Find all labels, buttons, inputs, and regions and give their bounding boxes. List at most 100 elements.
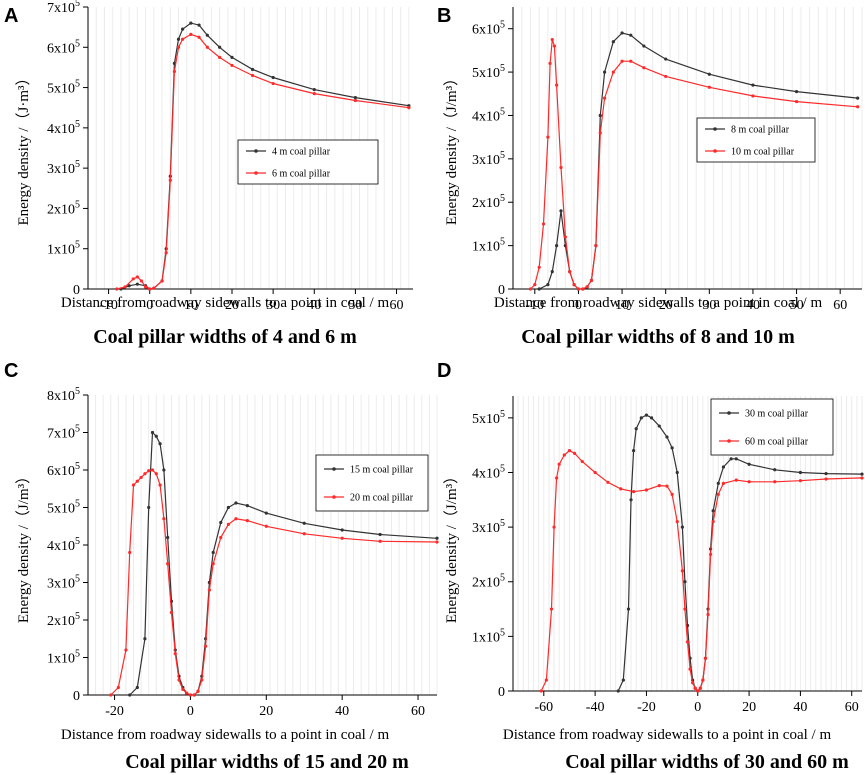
- x-tick-label: 20: [225, 298, 239, 313]
- panel-caption: Coal pillar widths of 15 and 20 m: [125, 751, 409, 773]
- data-point: [152, 286, 156, 290]
- data-point: [572, 283, 576, 287]
- legend-marker: [254, 149, 258, 153]
- data-point: [533, 283, 537, 287]
- data-point: [181, 37, 185, 41]
- data-point: [550, 37, 554, 42]
- data-point: [234, 517, 238, 521]
- data-point: [711, 509, 715, 513]
- data-point: [203, 644, 208, 648]
- data-point: [734, 478, 738, 482]
- data-point: [435, 540, 439, 544]
- legend-label: 30 m coal pillar: [745, 409, 809, 420]
- data-point: [688, 667, 692, 671]
- data-point: [226, 505, 230, 510]
- legend-label: 4 m coal pillar: [272, 147, 331, 158]
- data-point: [680, 569, 684, 573]
- legend-a: 4 m coal pillar 6 m coal pillar: [237, 139, 379, 185]
- data-point: [312, 92, 316, 96]
- data-point: [127, 284, 131, 288]
- data-point: [544, 678, 548, 682]
- data-point: [751, 83, 755, 87]
- data-point: [559, 165, 563, 170]
- data-point: [696, 689, 700, 693]
- y-tick-label: 7x105: [47, 0, 80, 16]
- data-point: [172, 69, 176, 74]
- data-point: [154, 472, 158, 476]
- panel-b: B -10 0 10 20 30 40 50 60 0 1x105 2x105 3x105 4x105 5…: [437, 5, 863, 348]
- data-point: [166, 535, 170, 540]
- data-point: [162, 468, 166, 472]
- data-point: [205, 33, 209, 37]
- data-point: [109, 693, 113, 697]
- x-tick-label: 0: [575, 298, 582, 313]
- data-point: [166, 562, 170, 566]
- legend-d: 30 m coal pillar 60 m coal pillar: [710, 398, 834, 456]
- data-point: [856, 105, 860, 109]
- data-point: [642, 66, 646, 70]
- data-point: [711, 520, 715, 524]
- data-point: [581, 287, 585, 291]
- data-point: [598, 113, 602, 118]
- data-point: [407, 106, 411, 110]
- data-point: [734, 457, 738, 461]
- data-point: [176, 45, 181, 49]
- data-point: [598, 131, 602, 135]
- data-point: [670, 492, 674, 496]
- data-point: [729, 457, 733, 461]
- panel-a: A -10 0 10 20 30 40 50 60 0 1x105 2x105 3x105 4x105 5…: [4, 0, 413, 348]
- data-point: [644, 488, 649, 492]
- y-axis-title: Energy density /（J/m³）: [443, 469, 460, 623]
- data-point: [634, 427, 638, 431]
- data-point: [189, 32, 193, 36]
- legend-box: [315, 454, 429, 512]
- data-point: [555, 83, 559, 87]
- legend-marker: [727, 439, 731, 443]
- data-point: [173, 652, 177, 656]
- y-tick-label: 0: [73, 689, 80, 704]
- data-point: [798, 479, 803, 483]
- data-point: [188, 693, 193, 697]
- data-point: [539, 689, 543, 693]
- data-point: [580, 459, 584, 464]
- data-point: [264, 511, 268, 515]
- data-point: [751, 94, 755, 98]
- data-point: [642, 44, 646, 48]
- y-tick-label: 6x105: [472, 20, 505, 38]
- data-point: [340, 536, 344, 540]
- data-point: [245, 504, 249, 508]
- panel-letter: A: [4, 5, 18, 27]
- series-2: [109, 468, 439, 697]
- panel-c: C -20 0 20 40 60 0 1x105 2x105 3x105 4x105 5x105 6x…: [4, 360, 439, 773]
- data-point: [632, 490, 636, 494]
- x-tick-label: 60: [845, 700, 859, 715]
- data-point: [353, 98, 358, 103]
- data-point: [860, 476, 864, 480]
- panel-letter: C: [4, 360, 18, 382]
- data-point: [181, 687, 185, 691]
- x-tick-label: 50: [348, 298, 362, 313]
- data-point: [548, 61, 552, 65]
- data-point: [611, 40, 615, 44]
- legend-box: [710, 398, 834, 456]
- y-tick-label: 6x105: [47, 38, 80, 56]
- data-point: [200, 678, 204, 682]
- data-point: [219, 520, 223, 525]
- data-point: [196, 689, 200, 693]
- x-axis-title: Distance from roadway sidewalls to a poi…: [61, 727, 390, 743]
- data-point: [131, 277, 135, 281]
- y-tick-label: 1x105: [47, 240, 80, 258]
- y-tick-label: 2x105: [47, 199, 80, 217]
- data-point: [559, 209, 563, 213]
- data-point: [563, 235, 567, 239]
- x-tick-label: 30: [702, 298, 716, 313]
- panel-caption: Coal pillar widths of 8 and 10 m: [521, 326, 795, 348]
- x-tick-label: -10: [99, 298, 118, 313]
- data-point: [218, 45, 222, 49]
- data-point: [135, 282, 139, 286]
- data-point: [716, 481, 720, 486]
- panel-d: D -60 -40 -20 0 20 40 60 0 1x105 2x105 3x105 4x105 5…: [437, 360, 864, 773]
- data-point: [619, 487, 623, 491]
- data-point: [603, 70, 607, 74]
- data-point: [541, 222, 546, 226]
